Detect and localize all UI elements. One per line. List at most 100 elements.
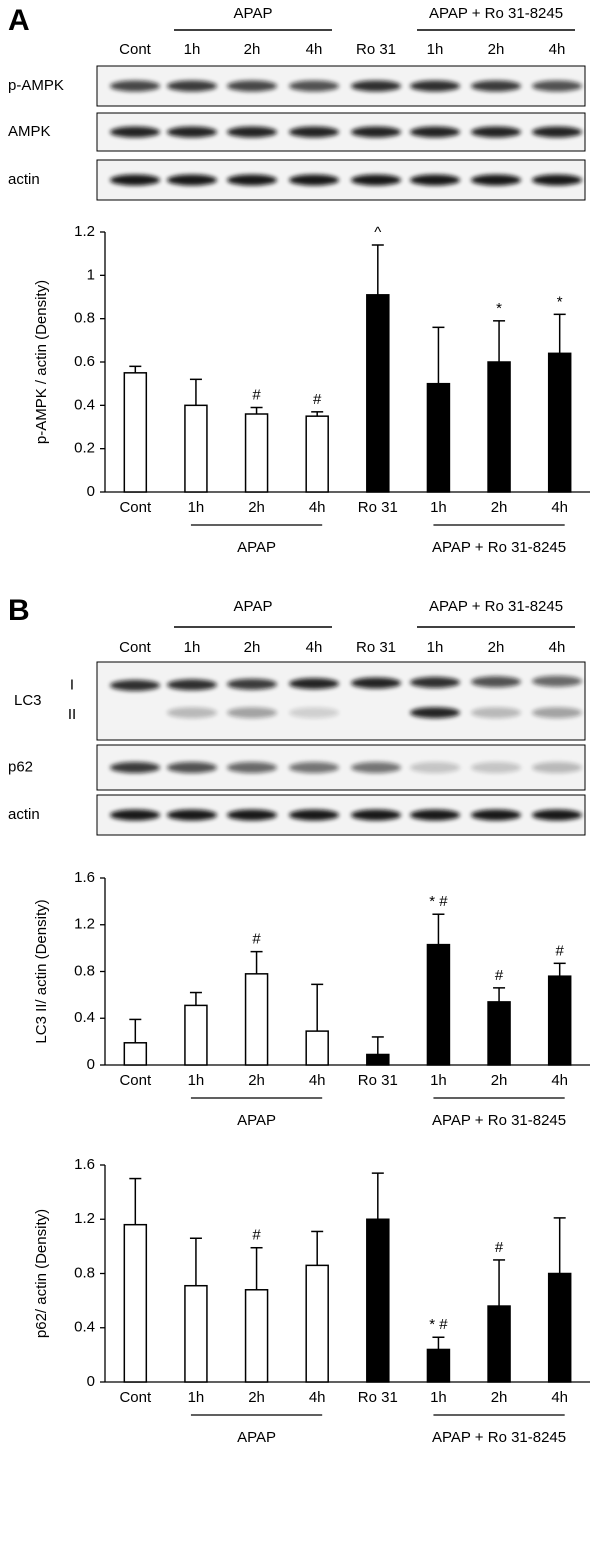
blot-band xyxy=(532,809,582,821)
blot-band xyxy=(410,762,460,773)
significance-mark: * xyxy=(557,293,563,310)
y-tick-label: 0 xyxy=(87,1373,95,1390)
bar xyxy=(305,1264,329,1383)
blot-band xyxy=(167,762,217,773)
blot-band xyxy=(167,809,217,821)
x-tick-label: 4h xyxy=(551,499,568,516)
lane-label: Ro 31 xyxy=(356,639,396,656)
blot-band xyxy=(110,679,160,691)
lane-label: 4h xyxy=(306,41,323,58)
blot-band xyxy=(471,809,521,821)
significance-mark: # xyxy=(252,386,261,403)
blot-band xyxy=(227,126,277,138)
group-label: APAP + Ro 31-8245 xyxy=(432,1429,566,1446)
bar xyxy=(305,1030,329,1066)
y-tick-label: 1.2 xyxy=(74,916,95,933)
significance-mark: * # xyxy=(429,893,448,910)
group-label: APAP + Ro 31-8245 xyxy=(432,539,566,556)
x-tick-label: Ro 31 xyxy=(358,1389,398,1406)
x-tick-label: Ro 31 xyxy=(358,1072,398,1089)
blot-band xyxy=(471,676,521,688)
blot-row-label: AMPK xyxy=(8,123,51,140)
y-tick-label: 1.6 xyxy=(74,869,95,886)
bar xyxy=(244,973,269,1066)
y-tick-label: 0.8 xyxy=(74,1264,95,1281)
blot-band xyxy=(351,126,401,138)
y-tick-label: 0.2 xyxy=(74,440,95,457)
y-axis-label: p-AMPK / actin (Density) xyxy=(33,280,50,444)
lane-label: Cont xyxy=(119,639,152,656)
blot-band xyxy=(471,707,521,719)
blot-band xyxy=(410,809,460,821)
bar xyxy=(547,1272,572,1383)
lane-label: 2h xyxy=(244,639,261,656)
blot-band xyxy=(167,126,217,138)
blot-group-label: APAP xyxy=(234,598,273,615)
blot-band xyxy=(532,762,582,773)
x-tick-label: 2h xyxy=(491,1072,508,1089)
bar xyxy=(123,372,148,493)
x-tick-label: 2h xyxy=(248,1072,265,1089)
blot-band xyxy=(289,762,339,773)
y-tick-label: 0.8 xyxy=(74,310,95,327)
blot-band xyxy=(410,676,460,688)
blot-band xyxy=(410,174,460,186)
x-tick-label: Cont xyxy=(119,499,152,516)
y-tick-label: 0 xyxy=(87,483,95,500)
blot-band xyxy=(289,809,339,821)
significance-mark: # xyxy=(495,967,504,984)
y-tick-label: 1.6 xyxy=(74,1156,95,1173)
blot-band xyxy=(410,80,460,92)
blot-band xyxy=(532,707,582,719)
blot-band xyxy=(471,80,521,92)
blot-band xyxy=(410,126,460,138)
significance-mark: # xyxy=(252,931,261,948)
blot-band xyxy=(351,174,401,186)
y-axis-label: LC3 II/ actin (Density) xyxy=(33,899,50,1043)
blot-band xyxy=(532,174,582,186)
x-tick-label: 1h xyxy=(188,1389,205,1406)
blot-band xyxy=(289,80,339,92)
x-tick-label: 4h xyxy=(309,1072,326,1089)
x-tick-label: 2h xyxy=(491,1389,508,1406)
lane-label: Ro 31 xyxy=(356,41,396,58)
panel-letter: A xyxy=(8,4,30,37)
bar xyxy=(184,1284,208,1383)
blot-band xyxy=(227,809,277,821)
y-axis-label: p62/ actin (Density) xyxy=(33,1209,50,1338)
blot-band xyxy=(110,762,160,773)
x-tick-label: 1h xyxy=(430,1389,447,1406)
blot-band xyxy=(532,80,582,92)
bar xyxy=(123,1042,148,1066)
y-tick-label: 1 xyxy=(87,266,95,283)
blot-row-label: actin xyxy=(8,806,40,823)
lane-label: 1h xyxy=(427,41,444,58)
y-tick-label: 0.6 xyxy=(74,353,95,370)
y-tick-label: 0 xyxy=(87,1056,95,1073)
significance-mark: # xyxy=(252,1227,261,1244)
blot-box xyxy=(96,661,586,741)
x-tick-label: 1h xyxy=(430,1072,447,1089)
lane-label: 1h xyxy=(184,41,201,58)
lane-label: 4h xyxy=(306,639,323,656)
bar xyxy=(426,943,451,1066)
lane-label: 1h xyxy=(184,639,201,656)
lane-label: 2h xyxy=(244,41,261,58)
group-label: APAP xyxy=(237,1429,276,1446)
significance-mark: # xyxy=(495,1239,504,1256)
blot-row-label: LC3 xyxy=(14,692,42,709)
x-tick-label: 2h xyxy=(248,499,265,516)
blot-band xyxy=(110,80,160,92)
x-tick-label: 4h xyxy=(551,1072,568,1089)
blot-band xyxy=(110,126,160,138)
blot-band xyxy=(227,707,277,719)
bar xyxy=(184,404,208,493)
blot-band xyxy=(167,174,217,186)
lane-label: 2h xyxy=(488,41,505,58)
blot-band xyxy=(351,80,401,92)
blot-band xyxy=(227,80,277,92)
blot-band xyxy=(227,174,277,186)
blot-row-label: p62 xyxy=(8,758,33,775)
lane-label: 2h xyxy=(488,639,505,656)
blot-band xyxy=(289,707,339,719)
